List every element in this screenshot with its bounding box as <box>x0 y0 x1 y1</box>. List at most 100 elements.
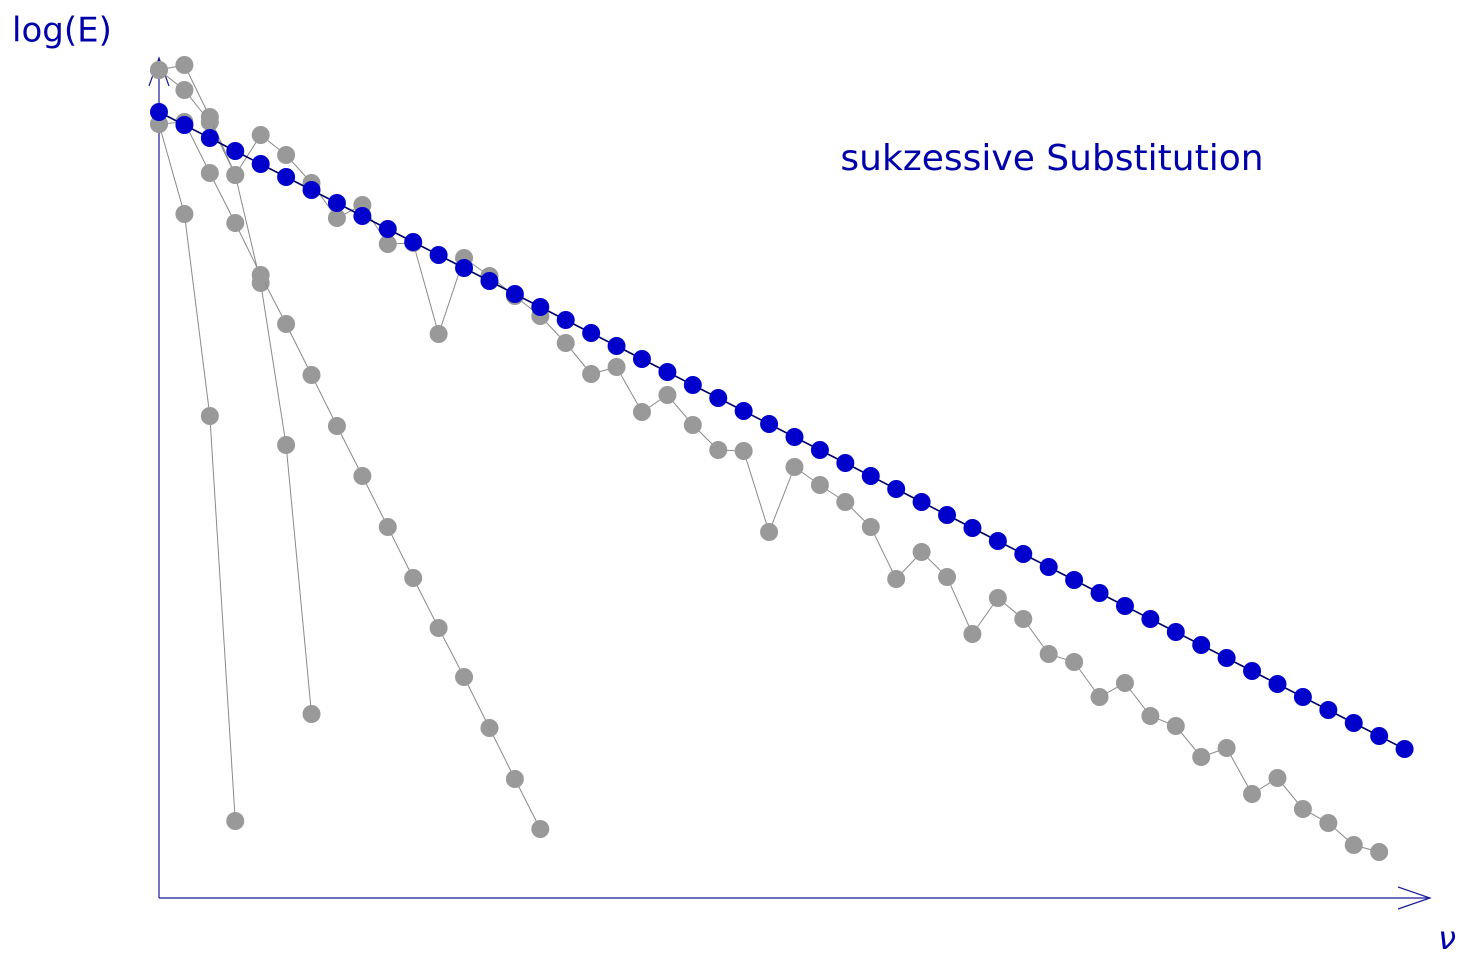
data-point <box>200 164 219 182</box>
data-point <box>251 126 270 144</box>
data-point <box>988 532 1007 550</box>
data-point <box>277 168 296 186</box>
data-point <box>480 272 499 290</box>
data-point <box>632 403 651 421</box>
series-line <box>158 121 541 830</box>
data-point <box>938 568 957 586</box>
data-point <box>277 146 296 164</box>
axes <box>148 56 1432 910</box>
annotation: sukzessive Substitution <box>840 138 1263 179</box>
data-point <box>836 454 855 472</box>
data-point <box>150 61 168 79</box>
data-point <box>607 337 626 355</box>
data-point <box>251 266 270 284</box>
data-point <box>175 56 194 74</box>
data-point <box>404 569 423 587</box>
data-point <box>378 220 397 238</box>
data-point <box>556 334 575 352</box>
data-point <box>632 350 651 368</box>
data-point <box>861 467 880 485</box>
data-point <box>1090 584 1109 602</box>
data-point <box>607 358 626 376</box>
data-point <box>582 324 601 342</box>
data-point <box>1344 714 1363 732</box>
data-point <box>378 518 397 536</box>
data-point <box>226 812 245 830</box>
data-point <box>836 493 855 511</box>
data-point <box>1192 636 1211 654</box>
data-point <box>582 365 601 383</box>
data-point <box>531 820 550 838</box>
data-point <box>200 108 219 126</box>
data-point <box>734 402 753 420</box>
data-point <box>1192 748 1211 766</box>
data-point <box>1395 740 1414 758</box>
data-point <box>810 476 829 494</box>
data-point <box>556 311 575 329</box>
data-point <box>1014 610 1033 628</box>
data-point <box>887 480 906 498</box>
data-point <box>302 705 321 723</box>
data-point <box>683 376 702 394</box>
data-point <box>912 543 931 561</box>
data-point <box>887 570 906 588</box>
data-point <box>175 205 194 223</box>
data-point <box>455 668 474 686</box>
data-point <box>1166 717 1185 735</box>
data-point <box>1319 814 1338 832</box>
data-point <box>175 81 194 99</box>
data-point <box>327 417 346 435</box>
series-line <box>158 64 1380 853</box>
data-point <box>988 589 1007 607</box>
data-point <box>327 209 346 227</box>
data-point <box>1243 662 1262 680</box>
data-point <box>505 285 524 303</box>
data-point <box>226 214 245 232</box>
data-point <box>277 436 296 454</box>
data-point <box>1115 597 1134 615</box>
data-point <box>1217 739 1236 757</box>
data-point <box>480 719 499 737</box>
data-point <box>353 467 372 485</box>
data-point <box>251 155 270 173</box>
data-point <box>658 363 677 381</box>
data-point <box>1243 785 1262 803</box>
data-point <box>1217 649 1236 667</box>
data-point <box>963 625 982 643</box>
x-arrow <box>1397 886 1432 910</box>
data-point <box>404 233 423 251</box>
data-point <box>1090 688 1109 706</box>
series-line <box>158 111 1405 750</box>
data-point <box>709 389 728 407</box>
data-point <box>760 523 779 541</box>
data-point <box>760 415 779 433</box>
data-point <box>1039 645 1058 663</box>
data-point <box>709 441 728 459</box>
data-point <box>302 366 321 384</box>
data-point <box>1141 610 1160 628</box>
data-point <box>1293 800 1312 818</box>
data-point <box>277 315 296 333</box>
x-axis-label: ν <box>1438 919 1456 956</box>
data-point <box>912 493 931 511</box>
data-point <box>963 519 982 537</box>
data-point <box>658 386 677 404</box>
data-point <box>1065 653 1084 671</box>
data-point <box>1014 545 1033 563</box>
data-point <box>327 194 346 212</box>
data-point <box>785 428 804 446</box>
y-arrow <box>148 56 170 87</box>
data-point <box>1166 623 1185 641</box>
data-point <box>1319 701 1338 719</box>
data-point <box>531 298 550 316</box>
data-point <box>1268 675 1287 693</box>
plot-area <box>150 56 1414 861</box>
data-point <box>378 235 397 253</box>
data-point <box>429 619 448 637</box>
data-point <box>1370 727 1389 745</box>
data-point <box>938 506 957 524</box>
data-point <box>1370 843 1389 861</box>
data-point <box>810 441 829 459</box>
data-point <box>353 207 372 225</box>
